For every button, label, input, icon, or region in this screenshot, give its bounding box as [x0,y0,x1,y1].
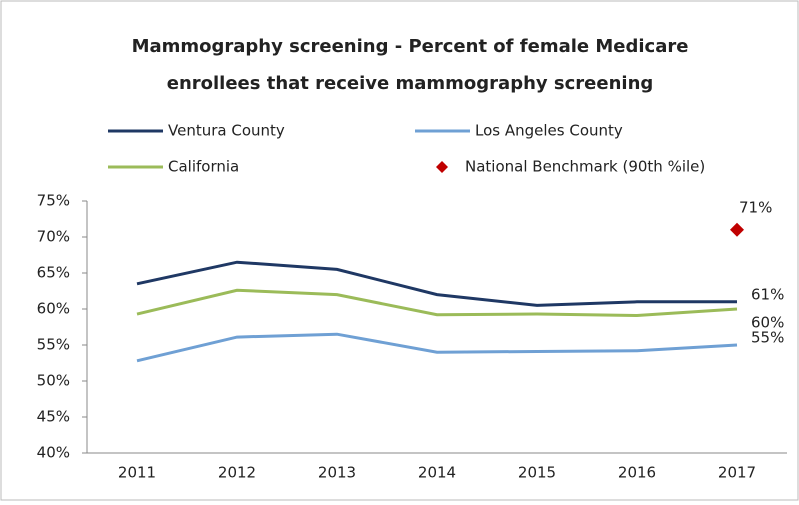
legend-label: California [168,158,239,176]
y-tick-label: 40% [37,444,70,462]
x-tick-label: 2015 [518,464,556,482]
marker [730,222,744,237]
chart-title: Mammography screening - Percent of femal… [132,36,689,57]
y-tick-label: 70% [37,228,70,246]
x-tick-label: 2017 [718,464,756,482]
y-tick-label: 55% [37,336,70,354]
legend-label: Los Angeles County [475,122,623,140]
data-label: 55% [751,329,784,347]
series-line [136,288,738,317]
legend-label: Ventura County [168,122,285,140]
data-label: 61% [751,285,784,303]
x-tick-label: 2012 [218,464,256,482]
x-tick-label: 2011 [118,464,156,482]
y-tick-label: 50% [37,372,70,390]
x-tick-label: 2013 [318,464,356,482]
y-tick-label: 75% [37,192,70,210]
y-tick-label: 45% [37,408,70,426]
legend-label: National Benchmark (90th %ile) [465,158,705,176]
y-tick-label: 60% [37,300,70,318]
y-tick-label: 65% [37,264,70,282]
legend-marker [436,161,448,173]
x-tick-label: 2016 [618,464,656,482]
x-tick-label: 2014 [418,464,456,482]
series-line [136,260,737,307]
data-label: 60% [751,314,784,332]
data-label: 71% [739,198,772,216]
chart-title: enrollees that receive mammography scree… [167,73,654,94]
series-line [136,332,738,363]
